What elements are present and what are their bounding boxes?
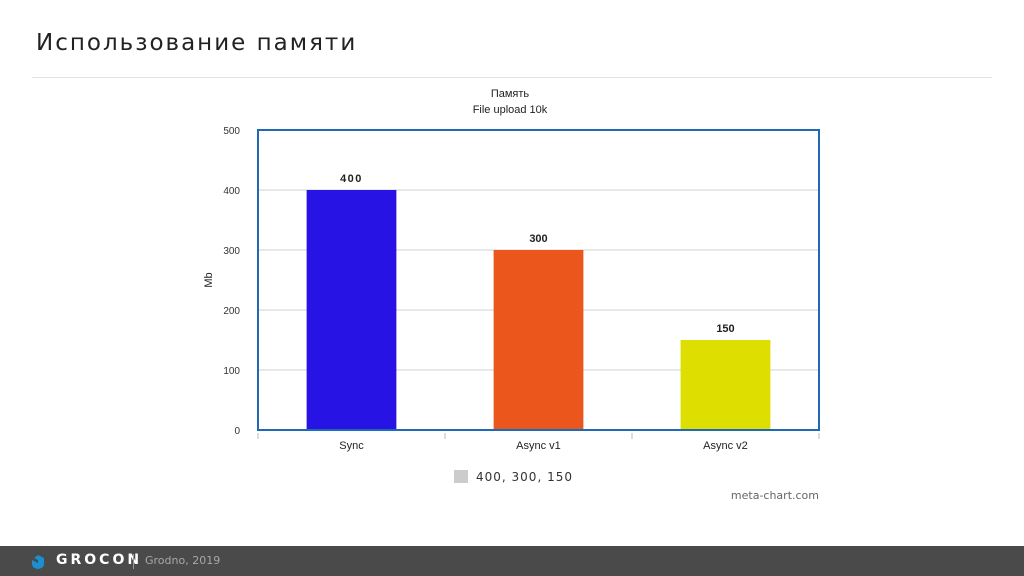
bar-data-label: 150 bbox=[716, 323, 734, 335]
x-axis: Sync Async v1 Async v2 bbox=[257, 433, 820, 452]
plot-frame bbox=[257, 129, 820, 431]
legend: 400, 300, 150 bbox=[454, 470, 573, 484]
footer-bar: GROCON Grodno, 2019 bbox=[0, 546, 1024, 576]
chart-subtitle: File upload 10k bbox=[473, 104, 548, 116]
title-divider bbox=[32, 77, 992, 78]
bar-data-label: 300 bbox=[529, 233, 547, 245]
y-tick-label: 100 bbox=[223, 366, 240, 377]
y-tick-label: 200 bbox=[223, 306, 240, 317]
grocon-logo-icon bbox=[32, 555, 44, 569]
x-tick-label: Async v1 bbox=[516, 440, 561, 452]
footer-location: Grodno, 2019 bbox=[145, 554, 221, 567]
x-tick-label: Async v2 bbox=[703, 440, 748, 452]
bar-chart: Память File upload 10k 400 300 150 0 100 200… bbox=[203, 88, 820, 502]
bar-async-v1 bbox=[493, 250, 584, 430]
brand-name: GROCON bbox=[56, 552, 143, 568]
legend-entry: 400, 300, 150 bbox=[476, 470, 573, 484]
bar-data-labels: 400 300 150 bbox=[340, 173, 735, 335]
chart-credit: meta-chart.com bbox=[731, 489, 819, 502]
chart-title: Память bbox=[491, 88, 530, 100]
footer-separator bbox=[133, 554, 134, 569]
y-tick-label: 300 bbox=[223, 246, 240, 257]
legend-swatch bbox=[454, 470, 468, 483]
y-tick-label: 500 bbox=[223, 126, 240, 137]
y-tick-label: 0 bbox=[234, 426, 240, 437]
bars bbox=[306, 190, 771, 430]
bar-async-v2 bbox=[680, 340, 771, 430]
bar-sync bbox=[306, 190, 397, 430]
bar-data-label: 400 bbox=[340, 173, 363, 185]
y-axis-label: Mb bbox=[203, 272, 215, 287]
x-tick-label: Sync bbox=[339, 440, 364, 452]
y-axis-ticks: 0 100 200 300 400 500 bbox=[223, 126, 240, 437]
slide-title: Использование памяти bbox=[36, 30, 358, 56]
y-tick-label: 400 bbox=[223, 186, 240, 197]
